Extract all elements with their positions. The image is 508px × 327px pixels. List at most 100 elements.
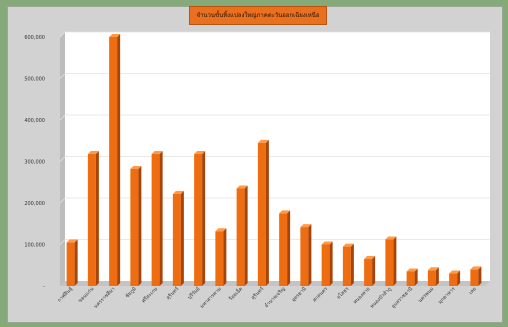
chart-title: จำนวนขั้นทิ้งแปลงใหญ่ภาคตะวันออกเฉียงเหน… [189, 6, 327, 25]
bar-side [138, 165, 142, 286]
bar-top [66, 239, 78, 243]
bar-side [329, 241, 333, 286]
bar-front [364, 259, 373, 286]
bar-top [236, 185, 248, 189]
x-tick-label: เลย [468, 286, 478, 296]
bar-top [449, 270, 461, 274]
y-tick-label: 300,000 [24, 160, 45, 166]
bar-top [130, 165, 142, 169]
bar-front [427, 270, 436, 286]
y-tick-label: 600,000 [24, 35, 45, 41]
bar [300, 224, 312, 286]
x-tick-label: หนองคาย [352, 286, 371, 305]
bar-top [87, 151, 99, 155]
gridline [59, 156, 66, 162]
bar-side [478, 266, 482, 286]
x-tick-label: มุกดาหาร [437, 286, 456, 305]
gridline [59, 73, 66, 79]
x-tick-label: หนองบัวลำภู [369, 286, 393, 310]
gridline [59, 197, 66, 204]
x-tick-label: ขอนแก่น [77, 286, 95, 304]
bar-top [151, 151, 163, 155]
bar-front [151, 154, 160, 286]
bar-front [470, 269, 479, 286]
bar-front [449, 273, 458, 286]
bar-top [215, 228, 227, 232]
bar-side [95, 151, 99, 286]
x-tick-label: ยโสธร [335, 285, 350, 300]
bar [257, 139, 269, 286]
bar-side [372, 256, 376, 286]
x-tick-label: อุบลราชธานี [390, 285, 415, 310]
bar-side [74, 239, 78, 286]
x-tick-label: ชัยภูมิ [124, 285, 138, 299]
bar-front [66, 242, 75, 286]
bar [406, 268, 418, 286]
x-tick-label: สุรินทร์ [165, 285, 181, 301]
bar-front [87, 154, 96, 286]
bar [87, 151, 99, 286]
y-tick-label: 200,000 [24, 201, 45, 207]
bar-top [406, 268, 418, 272]
bar-top [342, 243, 354, 247]
y-tick-label: - [43, 284, 45, 290]
x-tick-label: ศรีสะเกษ [140, 285, 159, 304]
bar-side [159, 151, 163, 286]
bar-top [364, 256, 376, 260]
bar-side [287, 210, 291, 286]
bar [449, 270, 461, 286]
bar [385, 236, 397, 286]
bar-front [406, 271, 415, 286]
bar-side [223, 228, 227, 286]
x-tick-label: อุดรธานี [290, 285, 308, 303]
bar-side [180, 190, 184, 286]
bar-side [414, 268, 418, 286]
bar [172, 190, 184, 286]
bar-top [194, 151, 206, 155]
x-tick-label: มหาสารคาม [199, 286, 223, 310]
bar-top [172, 190, 184, 194]
bar-side [308, 224, 312, 286]
bar [236, 185, 248, 286]
bar [279, 210, 291, 286]
bar-front [194, 154, 203, 286]
bar-top [321, 241, 333, 245]
x-tick-label: บุรีรัมย์ [186, 285, 201, 300]
bar-front [342, 246, 351, 286]
bar-side [435, 267, 439, 286]
x-tick-label: นครราชสีมา [92, 285, 117, 310]
bar-front [109, 37, 118, 286]
bar-top [470, 266, 482, 270]
bar-side [244, 185, 248, 286]
y-tick-label: 100,000 [24, 243, 45, 249]
bar [151, 151, 163, 286]
bar-side [393, 236, 397, 286]
bar-front [130, 168, 139, 286]
y-tick-label: 500,000 [24, 77, 45, 83]
bar-top [279, 210, 291, 214]
bar-side [202, 151, 206, 286]
x-tick-label: สุรินทร์ [250, 285, 266, 301]
x-tick-label: สกลนคร [312, 286, 330, 304]
bar-front [300, 227, 309, 286]
bar-side [457, 270, 461, 286]
bar-top [300, 224, 312, 228]
bar-top [427, 267, 439, 271]
x-tick-label: อำนาจเจริญ [263, 285, 287, 309]
bar-front [215, 231, 224, 286]
bar [109, 34, 121, 286]
bar-side [350, 243, 354, 286]
bar-front [257, 142, 266, 286]
bar [66, 239, 78, 286]
bar [364, 256, 376, 286]
gridline [59, 114, 66, 121]
x-tick-label: ร้อยเอ็ด [226, 285, 244, 303]
plot-floor [60, 281, 490, 286]
bar-front [385, 239, 394, 286]
bar-top [109, 34, 121, 37]
gridline [59, 31, 66, 38]
bar [427, 267, 439, 286]
gridline [59, 239, 66, 245]
bar-front [236, 188, 245, 286]
